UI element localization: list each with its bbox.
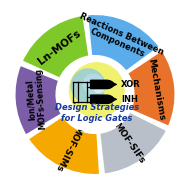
Circle shape: [93, 81, 105, 94]
Text: Ln-MOFs: Ln-MOFs: [36, 28, 82, 66]
Wedge shape: [87, 14, 160, 72]
Circle shape: [69, 62, 125, 118]
Text: MOF-SIFs: MOF-SIFs: [112, 121, 146, 165]
Wedge shape: [14, 65, 62, 136]
Text: MOF-SIMs: MOF-SIMs: [53, 123, 84, 173]
Circle shape: [56, 56, 134, 133]
Text: INH: INH: [121, 95, 138, 104]
Polygon shape: [91, 95, 113, 103]
Text: Mechanisms: Mechanisms: [146, 57, 166, 121]
Text: Reactions Between
Components: Reactions Between Components: [74, 11, 165, 66]
Circle shape: [83, 74, 104, 94]
Text: Design Strategies
for Logic Gates: Design Strategies for Logic Gates: [55, 103, 139, 123]
Wedge shape: [127, 50, 176, 127]
Wedge shape: [99, 112, 167, 174]
Wedge shape: [22, 15, 89, 79]
Text: XOR: XOR: [121, 80, 141, 89]
Text: Ion/Metal
MOFs-Sensing: Ion/Metal MOFs-Sensing: [24, 68, 48, 130]
Polygon shape: [91, 80, 113, 89]
Circle shape: [70, 68, 105, 103]
Wedge shape: [28, 116, 100, 175]
